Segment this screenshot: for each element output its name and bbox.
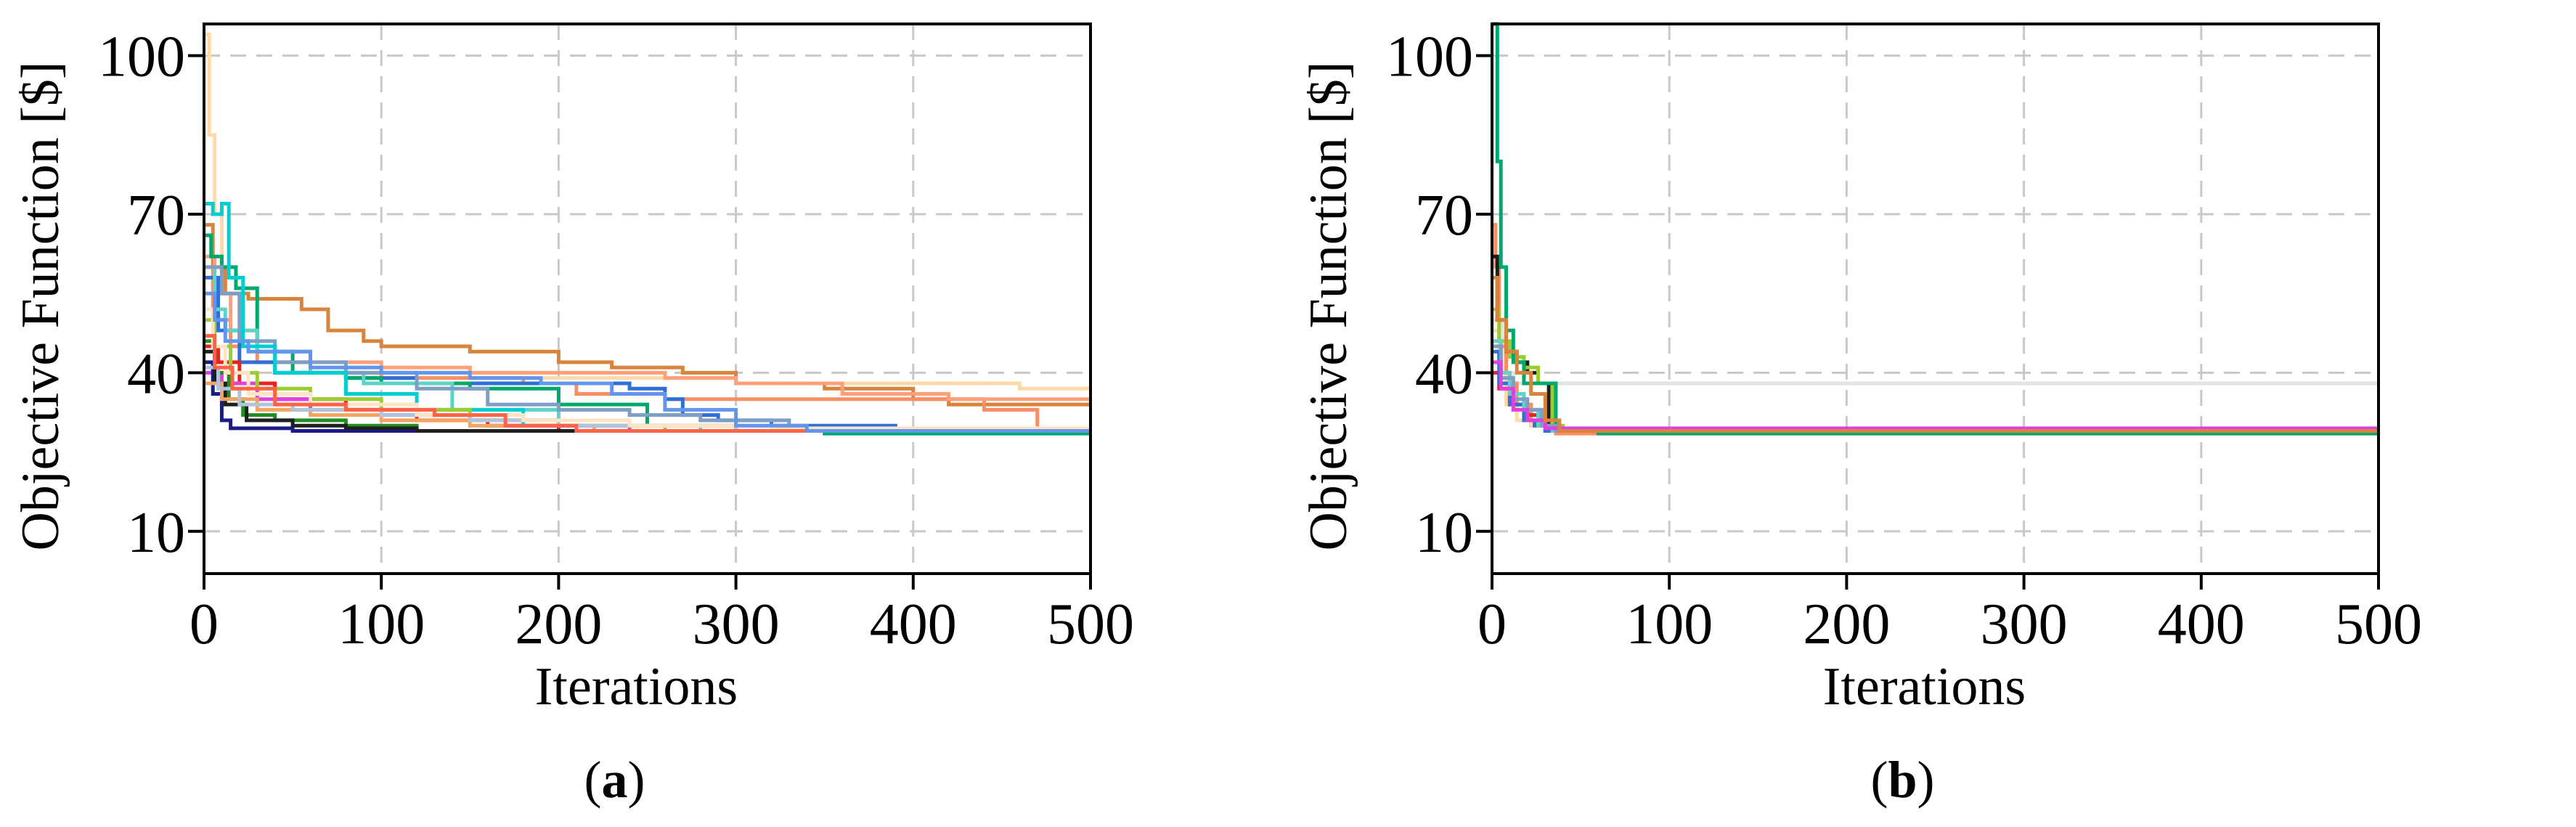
series-line-1 [204, 223, 1091, 407]
y-tick-label: 40 [1415, 342, 1473, 406]
caption-open-paren: ( [584, 751, 602, 809]
y-tick-label: 70 [1415, 184, 1473, 248]
series-group-b [1492, 22, 2379, 436]
x-tick-label: 500 [2335, 592, 2422, 656]
series-line-18 [204, 307, 1091, 431]
caption-open-paren: ( [1870, 751, 1888, 809]
y-tick-label: 70 [127, 184, 185, 248]
plot-frame [203, 23, 1092, 575]
y-tick-label: 100 [1386, 25, 1473, 89]
series-line-19 [204, 333, 1091, 433]
tick-labels-a: 0 100 200 300 400 500 10 40 70 100 [98, 25, 1134, 656]
series-line-4 [204, 254, 1091, 402]
x-tick-label: 100 [338, 592, 425, 656]
series-line-2 [1492, 223, 2379, 436]
x-tick-label: 300 [1981, 592, 2068, 656]
plot-frame [1491, 23, 2380, 575]
series-line-4 [1492, 254, 2379, 433]
chart-b: 0 100 200 300 400 500 10 40 70 100 Iterations Obj… [1299, 22, 2422, 809]
x-tick-label: 400 [2158, 592, 2245, 656]
x-tick-label: 400 [870, 592, 957, 656]
y-tick-label: 10 [1415, 501, 1473, 565]
caption-close-paren: ) [628, 751, 645, 809]
series-line-6 [1492, 370, 2379, 433]
y-axis-title: Objective Function [$] [1299, 61, 1358, 550]
series-line-10 [1492, 344, 2379, 433]
series-line-7 [1492, 349, 2379, 433]
x-tick-label: 100 [1626, 592, 1713, 656]
y-axis-title: Objective Function [$] [11, 61, 70, 550]
caption-letter: b [1888, 751, 1917, 809]
series-line-12 [1492, 275, 2379, 433]
x-tick-label: 0 [189, 592, 219, 656]
grid-a [204, 24, 1092, 574]
x-tick-label: 0 [1477, 592, 1507, 656]
series-line-14 [204, 201, 1091, 433]
series-line-5 [1492, 307, 2379, 433]
x-axis-title: Iterations [535, 657, 738, 717]
series-line-9 [1492, 339, 2379, 433]
x-tick-label: 200 [515, 592, 602, 656]
series-group-a [204, 33, 1091, 436]
x-tick-label: 500 [1047, 592, 1134, 656]
chart-a: 0 100 200 300 400 500 10 40 70 100 Iterations Obj… [11, 23, 1134, 809]
caption-close-paren: ) [1917, 751, 1935, 809]
x-axis-title: Iterations [1823, 657, 2026, 717]
axes-a [188, 23, 1092, 590]
panel-a: 0 100 200 300 400 500 10 40 70 100 Iterations Obj… [11, 23, 1134, 809]
grid-b [1492, 24, 2380, 574]
series-line-2 [204, 33, 1091, 391]
series-line-11 [1492, 360, 2379, 431]
x-tick-label: 300 [693, 592, 780, 656]
panel-b: 0 100 200 300 400 500 10 40 70 100 Iterations Obj… [1288, 0, 2576, 827]
axes-b [1476, 23, 2380, 590]
y-tick-label: 40 [127, 342, 185, 406]
panel-caption: (a) [584, 751, 645, 809]
caption-letter: a [602, 751, 628, 809]
x-tick-label: 200 [1803, 592, 1890, 656]
series-line-8 [204, 265, 1091, 433]
y-tick-label: 10 [127, 501, 185, 565]
y-tick-label: 100 [98, 25, 185, 89]
tick-labels-b: 0 100 200 300 400 500 10 40 70 100 [1386, 25, 2422, 656]
panel-caption: (b) [1870, 751, 1934, 809]
series-line-20 [204, 291, 1091, 433]
series-line-3 [1492, 328, 2379, 433]
